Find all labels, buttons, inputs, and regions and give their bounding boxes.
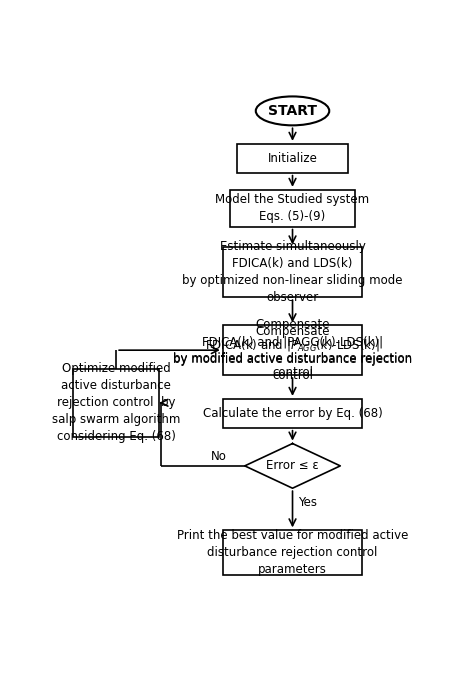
Text: Print the best value for modified active
disturbance rejection control
parameter: Print the best value for modified active… [177, 529, 408, 576]
Text: Compensate: Compensate [255, 325, 330, 338]
Text: Yes: Yes [298, 497, 317, 510]
Text: Calculate the error by Eq. (68): Calculate the error by Eq. (68) [203, 407, 383, 420]
Text: Compensate
FDICA(k) and |PAGG(k)-LDS(k)|
by modified active disturbance rejectio: Compensate FDICA(k) and |PAGG(k)-LDS(k)|… [173, 318, 412, 382]
Text: by modified active disturbance rejection: by modified active disturbance rejection [173, 353, 412, 366]
Text: FDICA(k) and $|P_{AGG}(k)$-LDS(k)|: FDICA(k) and $|P_{AGG}(k)$-LDS(k)| [205, 337, 380, 353]
Text: Optimize modified
active disturbance
rejection control  by
salp swarm algorithm
: Optimize modified active disturbance rej… [52, 362, 181, 443]
Text: START: START [268, 104, 317, 118]
Text: Estimate simultaneously
FDICA(k) and LDS(k)
by optimized non-linear sliding mode: Estimate simultaneously FDICA(k) and LDS… [182, 240, 403, 305]
Text: Model the Studied system
Eqs. (5)-(9): Model the Studied system Eqs. (5)-(9) [216, 193, 370, 223]
Text: control: control [272, 366, 313, 379]
Text: Error ≤ ε: Error ≤ ε [266, 460, 319, 473]
Text: No: No [211, 450, 227, 463]
Text: Initialize: Initialize [268, 152, 318, 165]
